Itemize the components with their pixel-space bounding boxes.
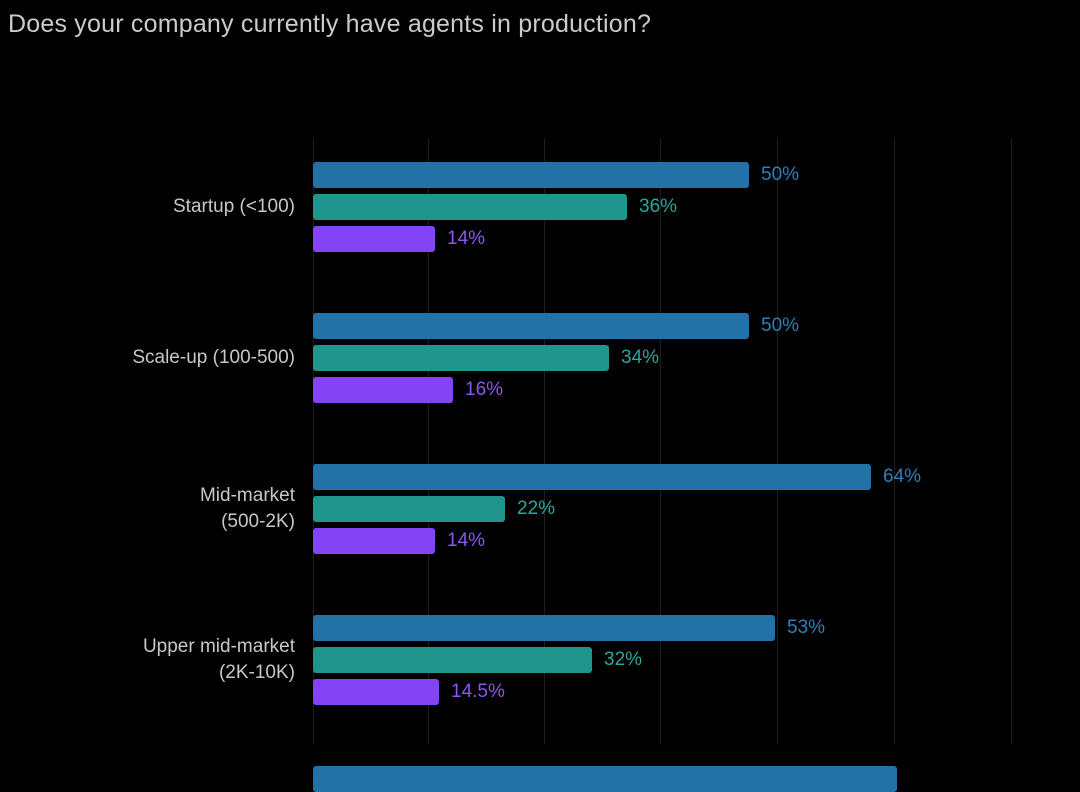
bar[interactable] [313, 647, 592, 673]
bar-group-item[interactable]: 64% [313, 464, 1080, 490]
bar-group-item[interactable]: 16% [313, 377, 1080, 403]
bar[interactable] [313, 345, 609, 371]
bar[interactable] [313, 194, 627, 220]
bar-group-item[interactable] [313, 766, 1080, 792]
bar-group-item[interactable]: 14.5% [313, 679, 1080, 705]
bar-group-item[interactable]: 50% [313, 162, 1080, 188]
bar[interactable] [313, 313, 749, 339]
bar-value-label: 34% [621, 347, 660, 368]
bar[interactable] [313, 226, 435, 252]
category-label: Scale-up (100-500) [132, 347, 295, 368]
bar[interactable] [313, 766, 897, 792]
chart-container: Does your company currently have agents … [0, 10, 1080, 792]
bar[interactable] [313, 496, 505, 522]
bar-group-item[interactable]: 32% [313, 647, 1080, 673]
bar-group-item[interactable]: 50% [313, 313, 1080, 339]
bar-group-item[interactable]: 22% [313, 496, 1080, 522]
bar-value-label: 22% [517, 498, 556, 519]
bar[interactable] [313, 464, 871, 490]
bar[interactable] [313, 615, 775, 641]
bar-value-label: 64% [883, 466, 922, 487]
bar-group-item[interactable]: 14% [313, 226, 1080, 252]
bar-group-item[interactable]: 53% [313, 615, 1080, 641]
bar[interactable] [313, 679, 439, 705]
bar-group-item[interactable]: 34% [313, 345, 1080, 371]
bar[interactable] [313, 377, 453, 403]
category-axis-labels: Startup (<100) Scale-up (100-500) Mid-mark… [0, 138, 295, 744]
category-label: Upper mid-market (2K-10K) [142, 636, 295, 683]
bar-value-label: 50% [761, 315, 800, 336]
chart-title: Does your company currently have agents … [8, 10, 652, 38]
bar-value-label: 32% [604, 649, 643, 670]
category-label: Startup (<100) [173, 196, 295, 217]
bar-value-label: 53% [787, 617, 826, 638]
bar[interactable] [313, 528, 435, 554]
bar-group-item[interactable]: 14% [313, 528, 1080, 554]
category-label: Mid-market (500-2K) [199, 485, 295, 532]
bar-value-label: 36% [639, 196, 678, 217]
bar-value-label: 14% [447, 228, 486, 249]
bar-value-label: 14% [447, 530, 486, 551]
bar[interactable] [313, 162, 749, 188]
bar-value-label: 50% [761, 164, 800, 185]
bar-value-label: 14.5% [451, 681, 505, 702]
plot-area: 50% 36% 14% 50% 34% 16% 64% 22% 14% 53% 32% 14.5% [313, 138, 1080, 792]
bar-value-label: 16% [465, 379, 504, 400]
bar-group-item[interactable]: 36% [313, 194, 1080, 220]
